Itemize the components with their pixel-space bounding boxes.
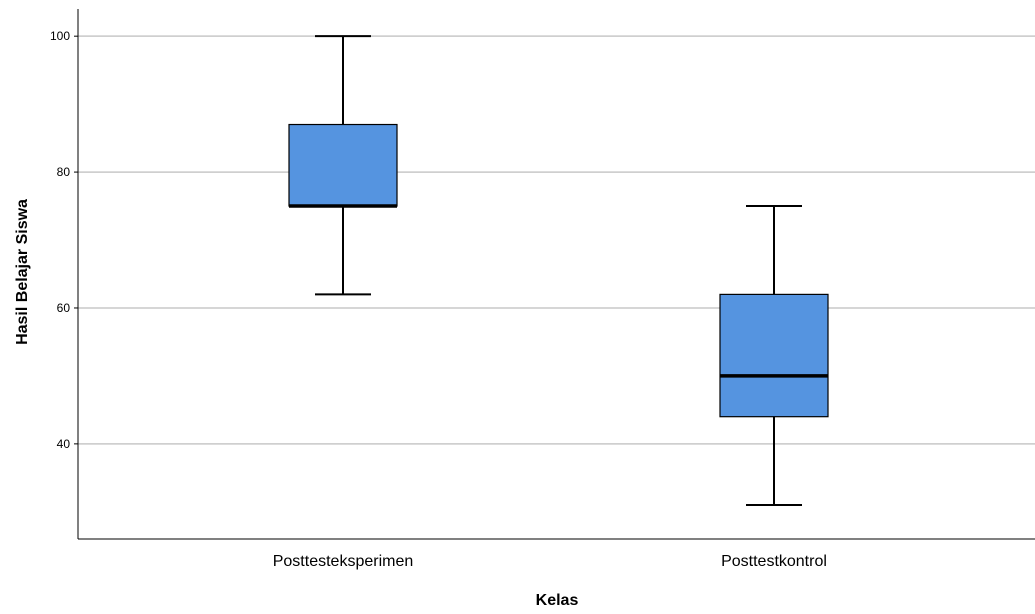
y-tick-label-40: 40 xyxy=(57,437,71,451)
iqr-box xyxy=(719,293,829,418)
box-posttesteksperimen xyxy=(288,35,398,296)
y-tick-label-100: 100 xyxy=(50,29,70,43)
axes xyxy=(77,9,1035,540)
y-tick-labels: 40 60 80 100 xyxy=(50,29,78,451)
x-axis-title: Kelas xyxy=(536,592,579,609)
boxes xyxy=(288,35,829,507)
box-posttestkontrol xyxy=(719,205,829,507)
x-tick-label-posttesteksperimen: Posttesteksperimen xyxy=(273,553,414,570)
y-tick-label-60: 60 xyxy=(57,301,71,315)
y-axis-title: Hasil Belajar Siswa xyxy=(14,199,31,345)
gridlines xyxy=(78,35,1035,445)
iqr-box xyxy=(288,123,398,207)
x-tick-labels: Posttesteksperimen Posttestkontrol xyxy=(273,553,827,570)
y-tick-label-80: 80 xyxy=(57,165,71,179)
x-tick-label-posttestkontrol: Posttestkontrol xyxy=(721,553,827,570)
